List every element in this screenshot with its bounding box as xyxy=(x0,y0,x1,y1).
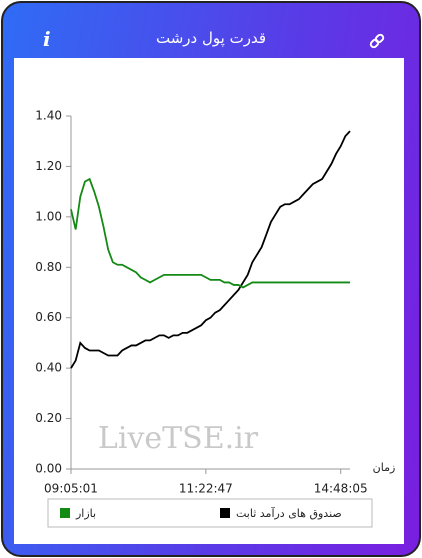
legend-label: بازار xyxy=(75,507,96,520)
x-axis-label: زمان xyxy=(373,461,396,474)
x-tick-label: 11:22:47 xyxy=(179,482,233,496)
x-tick-label: 14:48:05 xyxy=(314,482,368,496)
panel xyxy=(14,58,404,544)
info-icon[interactable]: i xyxy=(43,27,51,51)
y-tick-label: 0.60 xyxy=(35,310,62,324)
link-icon[interactable] xyxy=(369,33,385,49)
y-tick-label: 0.80 xyxy=(35,260,62,274)
widget-title: قدرت پول درشت xyxy=(156,29,266,47)
watermark: LiveTSE.ir xyxy=(98,421,259,456)
y-tick-label: 1.40 xyxy=(35,109,62,123)
y-tick-label: 0.20 xyxy=(35,411,62,425)
legend-swatch xyxy=(220,508,230,518)
y-tick-label: 1.00 xyxy=(35,209,62,223)
legend xyxy=(47,498,373,528)
legend-label: صندوق های درآمد ثابت xyxy=(236,506,342,520)
legend-swatch xyxy=(60,508,70,518)
series-line xyxy=(70,177,350,289)
y-tick-label: 1.20 xyxy=(35,159,62,173)
x-tick-label: 09:05:01 xyxy=(44,482,98,496)
y-tick-label: 0.00 xyxy=(35,462,62,476)
y-tick-label: 0.40 xyxy=(35,361,62,375)
series-line xyxy=(70,130,351,369)
